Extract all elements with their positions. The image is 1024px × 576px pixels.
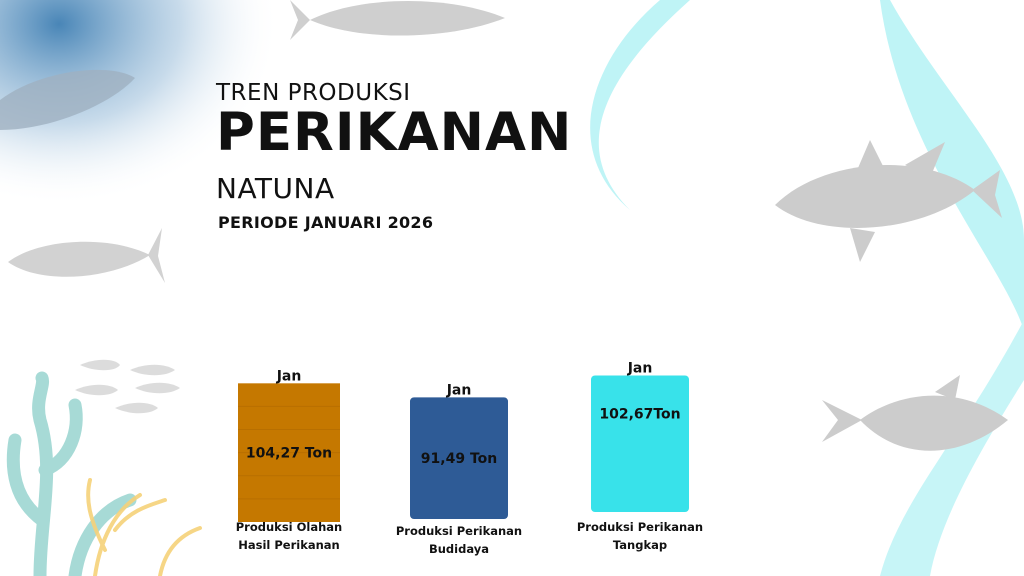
bar xyxy=(410,397,508,519)
ribbon-right xyxy=(880,0,1024,330)
bar-top-label: Jan xyxy=(627,360,653,376)
category-label: Produksi Olahan xyxy=(236,520,342,534)
ribbon-left xyxy=(590,0,690,210)
bar-top-label: Jan xyxy=(276,368,302,384)
bar-value-label: 102,67Ton xyxy=(599,407,680,423)
title-main: PERIKANAN xyxy=(216,102,573,163)
category-label: Budidaya xyxy=(429,542,489,556)
fish-icon xyxy=(822,375,1008,451)
bar-value-label: 104,27 Ton xyxy=(246,446,332,462)
period-label: PERIODE JANUARI 2026 xyxy=(218,213,434,232)
fish-icon xyxy=(8,228,165,283)
bar-top-label: Jan xyxy=(446,382,472,398)
fish-icon xyxy=(290,0,505,40)
category-label: Produksi Perikanan xyxy=(396,524,522,538)
title-line-3: NATUNA xyxy=(216,172,335,205)
bar-value-label: 91,49 Ton xyxy=(421,451,497,467)
coral-icon xyxy=(86,478,202,576)
category-label: Tangkap xyxy=(613,538,667,552)
category-label: Produksi Perikanan xyxy=(577,520,703,534)
fish-icon xyxy=(75,359,180,414)
fish-icon xyxy=(775,140,1002,262)
title-line-1: TREN PRODUKSI xyxy=(216,80,411,106)
fish-icon xyxy=(0,69,135,130)
category-label: Hasil Perikanan xyxy=(238,538,340,552)
bar xyxy=(591,375,689,512)
